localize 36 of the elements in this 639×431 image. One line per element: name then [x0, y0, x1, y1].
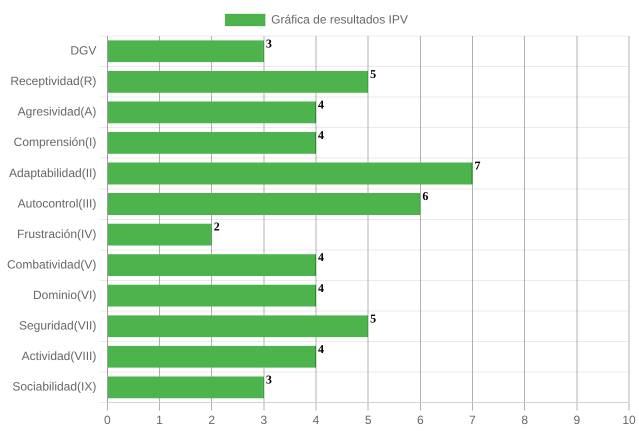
y-tick-label: Combatividad(V) [6, 257, 96, 272]
x-tick-label: 10 [622, 413, 636, 428]
x-tick-label: 2 [208, 413, 216, 428]
x-tick-label: 0 [104, 413, 112, 428]
data-label: 4 [318, 342, 324, 356]
data-label: 4 [318, 280, 324, 295]
data-label: 7 [474, 158, 481, 173]
y-tick-label: Adaptabilidad(II) [8, 166, 96, 180]
y-tick-label: Dominio(VI) [33, 288, 96, 302]
y-tick-label: Receptividad(R) [10, 74, 96, 88]
y-tick-label: DGV [70, 44, 96, 58]
y-tick-label: Seguridad(VII) [18, 318, 96, 333]
legend-label: Gráfica de resultados IPV [271, 12, 408, 26]
y-tick-label: Frustración(IV) [17, 226, 96, 241]
y-tick-label: Autocontrol(III) [18, 196, 96, 210]
data-label: 5 [370, 311, 376, 326]
x-tick-label: 9 [573, 413, 580, 428]
x-tick-label: 8 [521, 413, 528, 428]
data-label: 2 [214, 220, 220, 234]
data-label: 4 [318, 97, 324, 112]
y-tick-label: Sociabilidad(IX) [12, 380, 96, 394]
x-tick-label: 7 [469, 413, 476, 428]
y-tick-label: Actividad(VIII) [22, 349, 96, 364]
data-label: 3 [266, 372, 272, 386]
data-label: 4 [318, 250, 324, 264]
data-label: 5 [370, 66, 376, 81]
x-tick-label: 4 [312, 413, 320, 428]
data-label: 3 [266, 36, 272, 50]
x-tick-label: 6 [417, 413, 424, 428]
x-tick-label: 3 [260, 413, 268, 428]
data-label: 4 [318, 128, 324, 142]
y-tick-label: Comprensión(I) [14, 135, 96, 150]
y-tick-label: Agresividad(A) [18, 104, 96, 119]
x-tick-label: 5 [364, 413, 372, 428]
data-label: 6 [422, 189, 428, 204]
x-tick-label: 1 [156, 413, 164, 428]
